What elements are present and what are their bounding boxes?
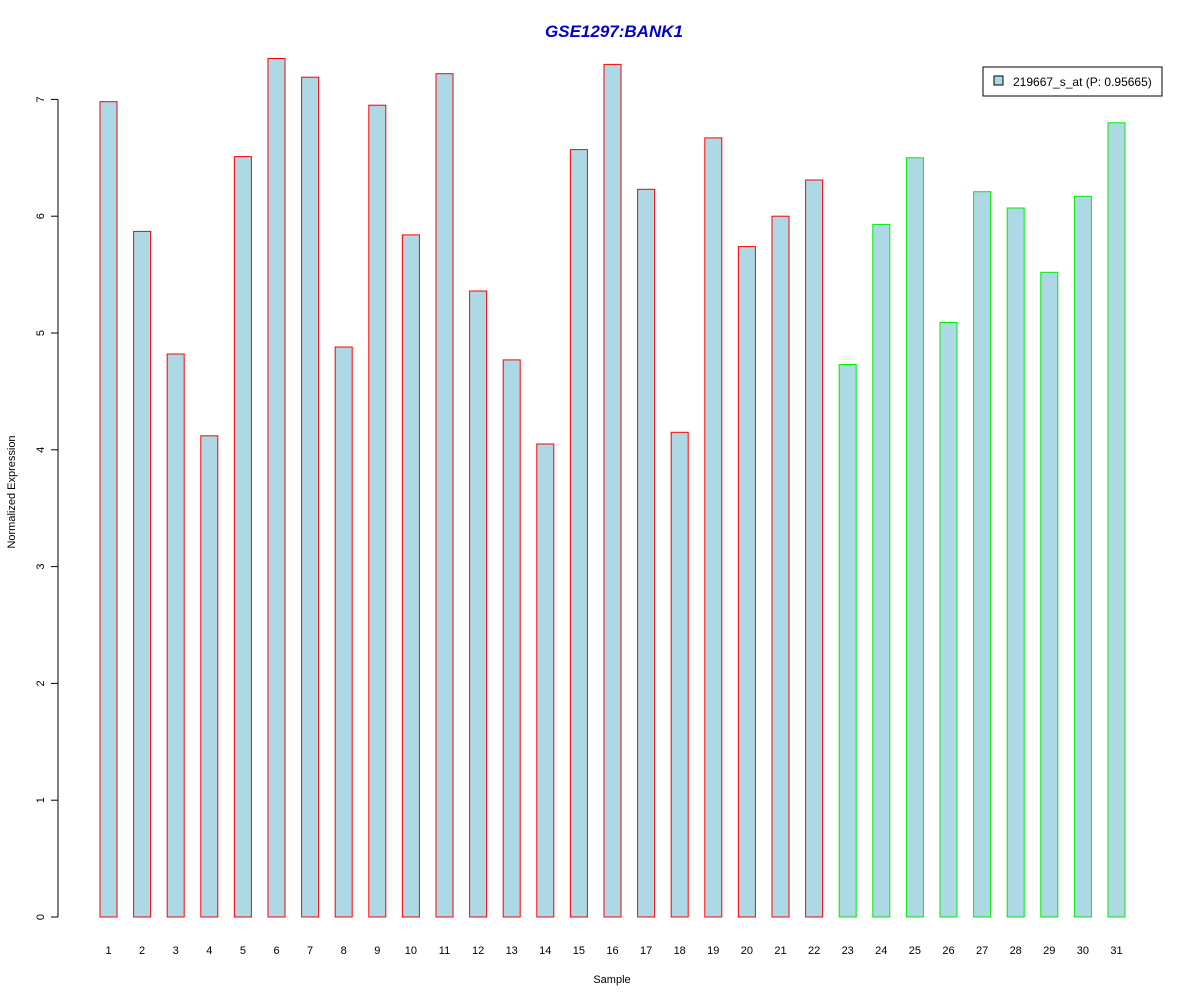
bar-sample-22 (805, 179, 824, 918)
x-tick-label: 25 (909, 945, 921, 957)
bar-sample-23 (838, 364, 857, 918)
bar-sample-30 (1073, 195, 1092, 918)
x-tick-label: 6 (273, 945, 279, 957)
bar-sample-19 (704, 137, 723, 918)
bar-sample-7 (301, 76, 320, 918)
bar-sample-6 (267, 58, 286, 918)
bar-sample-3 (166, 353, 185, 918)
bar-sample-5 (233, 156, 252, 918)
bar-sample-14 (536, 443, 555, 918)
y-tick-label: 7 (35, 96, 47, 102)
x-tick-label: 10 (405, 945, 417, 957)
y-tick-label: 2 (35, 680, 47, 686)
x-tick-label: 15 (573, 945, 585, 957)
bar-sample-8 (334, 346, 353, 918)
x-tick-label: 2 (139, 945, 145, 957)
bars (99, 58, 1126, 918)
x-tick-label: 4 (206, 945, 212, 957)
y-axis-label: Normalized Expression (6, 435, 18, 548)
bar-sample-2 (133, 230, 152, 918)
x-tick-label: 14 (539, 945, 551, 957)
bar-sample-31 (1107, 122, 1126, 918)
bar-sample-13 (502, 359, 521, 918)
x-tick-label: 26 (942, 945, 954, 957)
y-tick-label: 1 (35, 797, 47, 803)
bar-sample-16 (603, 63, 622, 918)
x-tick-label: 16 (606, 945, 618, 957)
x-tick-label: 31 (1110, 945, 1122, 957)
x-tick-label: 3 (173, 945, 179, 957)
x-tick-label: 7 (307, 945, 313, 957)
bar-sample-9 (368, 104, 387, 918)
y-tick-label: 0 (35, 914, 47, 920)
bar-sample-12 (469, 290, 488, 918)
x-tick-label: 13 (506, 945, 518, 957)
x-tick-label: 24 (875, 945, 887, 957)
x-tick-label: 19 (707, 945, 719, 957)
x-tick-label: 18 (674, 945, 686, 957)
x-axis-label: Sample (593, 974, 630, 986)
x-tick-label: 11 (439, 945, 450, 957)
bar-sample-17 (637, 188, 656, 918)
x-tick-label: 9 (374, 945, 380, 957)
y-tick-label: 3 (35, 564, 47, 570)
bar-sample-4 (200, 435, 219, 918)
bar-sample-18 (670, 431, 689, 918)
x-tick-label: 17 (640, 945, 652, 957)
bar-sample-20 (737, 246, 756, 918)
y-tick-label: 4 (35, 447, 47, 453)
x-tick-label: 1 (105, 945, 111, 957)
bar-sample-1 (99, 101, 118, 918)
bar-sample-10 (401, 234, 420, 918)
x-tick-label: 30 (1077, 945, 1089, 957)
legend: 219667_s_at (P: 0.95665) (982, 66, 1163, 97)
x-tick-label: 28 (1010, 945, 1022, 957)
x-tick-label: 21 (774, 945, 786, 957)
x-tick-label: 20 (741, 945, 753, 957)
x-tick-label: 29 (1043, 945, 1055, 957)
y-tick-label: 6 (35, 213, 47, 219)
x-tick-label: 12 (472, 945, 484, 957)
bar-sample-21 (771, 215, 790, 918)
legend-label: 219667_s_at (P: 0.95665) (1013, 75, 1152, 89)
legend-box (982, 66, 1163, 97)
bar-sample-26 (939, 322, 958, 918)
bar-sample-28 (1006, 207, 1025, 918)
bar-sample-27 (973, 191, 992, 918)
y-tick-label: 5 (35, 330, 47, 336)
x-tick-label: 23 (842, 945, 854, 957)
x-tick-label: 8 (341, 945, 347, 957)
x-tick-label: 27 (976, 945, 988, 957)
bar-sample-24 (872, 223, 891, 918)
bar-sample-25 (905, 157, 924, 918)
legend-swatch (993, 75, 1004, 86)
bar-sample-29 (1040, 271, 1059, 918)
x-tick-label: 5 (240, 945, 246, 957)
bar-sample-15 (569, 149, 588, 918)
bar-sample-11 (435, 73, 454, 918)
x-tick-label: 22 (808, 945, 820, 957)
chart-title: GSE1297:BANK1 (545, 22, 683, 41)
x-tick-labels: 1 2 3 4 5 6 7 8 9 10 11 12 13 14 15 16 17 18 19 20 21 22 23 24 2… (105, 945, 1122, 957)
y-axis: 0 1 2 3 4 5 6 7 (35, 96, 59, 920)
